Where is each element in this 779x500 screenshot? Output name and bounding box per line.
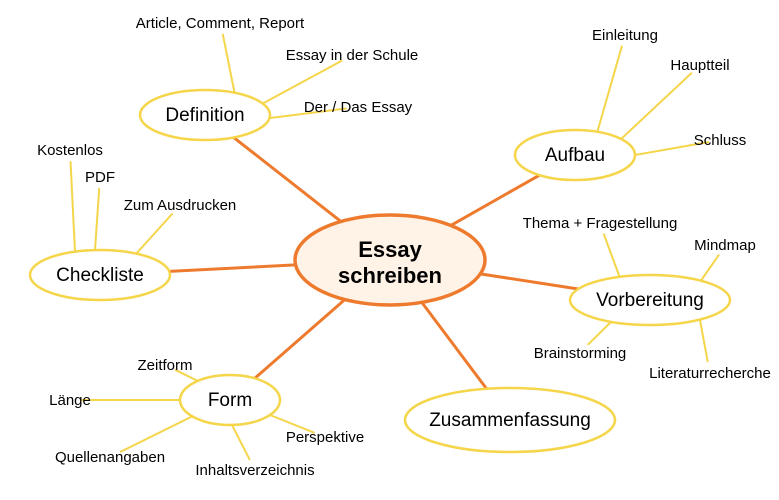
leaf-label: Zum Ausdrucken bbox=[124, 197, 237, 214]
leaf-connector bbox=[604, 234, 620, 278]
center-connector bbox=[255, 300, 345, 379]
leaf-connector bbox=[95, 189, 99, 250]
branch-label-zusammenfassung: Zusammenfassung bbox=[429, 410, 591, 431]
leaf-label: PDF bbox=[85, 169, 115, 186]
leaf-label: Einleitung bbox=[592, 27, 658, 44]
branch-label-aufbau: Aufbau bbox=[545, 145, 605, 166]
leaf-connector bbox=[597, 47, 622, 133]
branch-label-vorbereitung: Vorbereitung bbox=[596, 290, 704, 311]
leaf-connector bbox=[232, 425, 250, 459]
leaf-label: Perspektive bbox=[286, 429, 364, 446]
leaf-connector bbox=[223, 35, 235, 95]
leaf-label: Der / Das Essay bbox=[304, 99, 413, 116]
leaf-connector bbox=[121, 415, 195, 452]
center-connector bbox=[422, 302, 487, 388]
leaf-label: Thema + Fragestellung bbox=[523, 215, 678, 232]
leaf-connector bbox=[700, 320, 708, 361]
leaf-connector bbox=[620, 73, 691, 140]
center-connector bbox=[169, 265, 295, 272]
leaf-label: Quellenangaben bbox=[55, 449, 165, 466]
leaf-label: Inhaltsverzeichnis bbox=[195, 462, 314, 479]
center-connector bbox=[480, 274, 578, 289]
leaf-label: Zeitform bbox=[137, 357, 192, 374]
branch-label-form: Form bbox=[208, 390, 252, 411]
mindmap-canvas: Definition Aufbau Vorbereitung Zusammenfass… bbox=[0, 0, 779, 500]
leaf-label: Article, Comment, Report bbox=[136, 15, 305, 32]
leaf-label: Schluss bbox=[694, 132, 747, 149]
leaf-label: Kostenlos bbox=[37, 142, 103, 159]
node-layer: Definition Aufbau Vorbereitung Zusammenfass… bbox=[30, 90, 730, 452]
leaf-label: Brainstorming bbox=[534, 345, 627, 362]
branch-label-checkliste: Checkliste bbox=[56, 265, 144, 286]
leaf-label: Mindmap bbox=[694, 237, 756, 254]
leaf-label: Länge bbox=[49, 392, 91, 409]
leaf-connector bbox=[71, 162, 75, 252]
leaf-connector bbox=[135, 214, 172, 255]
leaf-connector bbox=[700, 255, 719, 282]
leaf-label: Essay in der Schule bbox=[286, 47, 419, 64]
leaf-label: Literaturrecherche bbox=[649, 365, 771, 382]
center-connector bbox=[234, 137, 341, 221]
leaf-connector bbox=[588, 320, 613, 344]
leaf-label: Hauptteil bbox=[670, 57, 729, 74]
branch-label-definition: Definition bbox=[165, 105, 244, 126]
